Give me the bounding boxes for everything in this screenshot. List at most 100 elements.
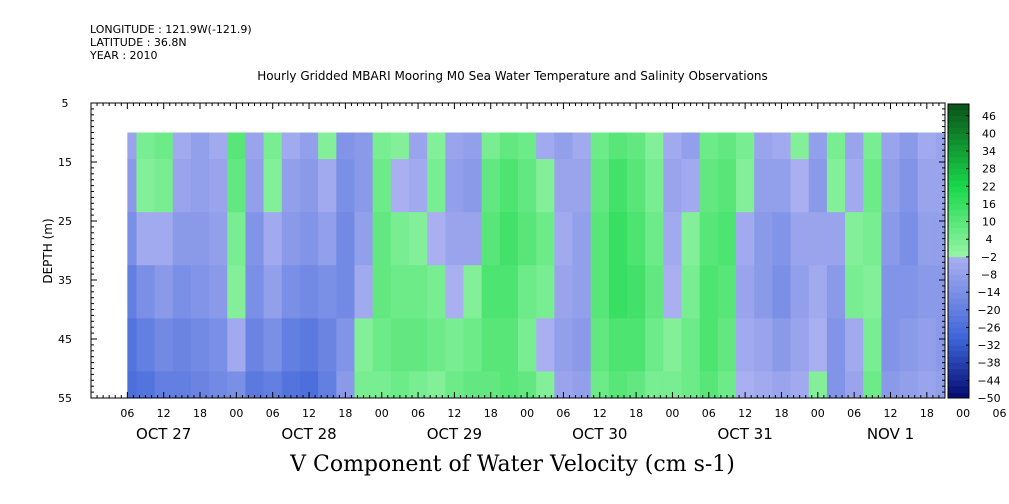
x-hour-tick-label: 06 [847,407,861,420]
heatmap-cells [127,132,946,399]
colorbar-swatch [948,321,969,328]
heatmap-cell [499,371,519,399]
heatmap-cell [318,159,337,213]
heatmap-cell [736,132,755,160]
heatmap-cell [754,265,773,319]
x-date-tick-label: OCT 30 [572,425,627,443]
heatmap-cell [372,265,392,319]
heatmap-cell [336,212,355,266]
heatmap-cell [627,371,646,399]
heatmap-cell [863,159,882,213]
heatmap-cell [590,159,610,213]
x-axis-ticks: 06 12 18 00 06 12 18 00 06 12 18 00 06 12 18 00 06 12 18 00… [90,103,1007,443]
heatmap-cell [336,371,355,399]
heatmap-cell [808,371,828,399]
colorbar-swatch [948,133,969,140]
colorbar-swatch [948,168,969,175]
heatmap-cell [554,132,573,160]
colorbar-swatch [948,362,969,369]
colorbar-swatch [948,350,969,358]
heatmap-cell [681,371,701,399]
colorbar-swatch [948,380,969,387]
heatmap-cell [935,212,946,266]
colorbar-swatch [948,151,969,158]
y-tick-label: 5 [62,97,69,110]
heatmap-cell [899,212,919,266]
heatmap-cell [845,371,864,399]
colorbar-tick-label: 10 [982,216,996,229]
x-hour-tick-label: 06 [120,407,134,420]
heatmap-cell [627,318,646,372]
heatmap-cell [572,132,592,160]
heatmap-cell [427,159,446,213]
heatmap-cell [754,318,773,372]
heatmap-cell [681,159,701,213]
heatmap-cell [881,212,900,266]
colorbar-swatch [948,339,969,346]
heatmap-cell [245,371,265,399]
heatmap-cell [190,132,210,160]
heatmap-cell [899,132,919,160]
colorbar-tick-label: 34 [982,145,996,158]
x-date-tick-label: OCT 27 [136,425,191,443]
heatmap-cell [127,265,137,319]
colorbar-swatch [948,115,969,122]
heatmap-cell [172,318,192,372]
heatmap-cell [172,371,192,399]
heatmap-cell [263,265,283,319]
colorbar-swatch [948,280,969,287]
heatmap-cell [190,212,210,266]
colorbar-swatch [948,192,969,199]
heatmap-cell [772,212,791,266]
heatmap-cell [318,371,337,399]
heatmap-cell [590,212,610,266]
x-axis-title: V Component of Water Velocity (cm s-1) [290,452,735,477]
heatmap-cell [263,159,283,213]
heatmap-cell [190,371,210,399]
x-hour-tick-label: 12 [447,407,461,420]
x-hour-tick-label: 00 [229,407,243,420]
heatmap-cell [209,265,228,319]
heatmap-cell [499,132,519,160]
colorbar-swatch [948,356,969,364]
heatmap-cell [917,265,937,319]
colorbar-swatch [948,233,969,240]
heatmap-cell [826,212,846,266]
colorbar-tick-label: −50 [977,392,1000,405]
heatmap-cell [608,132,628,160]
heatmap-cell [408,212,428,266]
heatmap-cell [281,159,301,213]
heatmap-cell [154,159,174,213]
heatmap-cell [917,159,937,213]
heatmap-cell [935,265,946,319]
heatmap-cell [499,212,519,266]
heatmap-cell [935,132,946,160]
colorbar-tick-label: 4 [986,233,993,246]
x-hour-tick-label: 06 [556,407,570,420]
x-hour-tick-label: 18 [774,407,788,420]
x-hour-tick-label: 06 [993,407,1007,420]
heatmap-cell [845,159,864,213]
heatmap-cell [554,371,573,399]
heatmap-cell [717,159,737,213]
heatmap-cell [736,212,755,266]
heatmap-cell [136,159,155,213]
heatmap-cell [935,159,946,213]
heatmap-cell [263,132,283,160]
heatmap-cell [281,318,301,372]
heatmap-cell [627,132,646,160]
colorbar-tick-label: 16 [982,198,996,211]
heatmap-cell [790,265,810,319]
heatmap-cell [590,265,610,319]
colorbar-swatch [948,127,969,134]
heatmap-cell [390,159,410,213]
x-hour-tick-label: 00 [375,407,389,420]
heatmap-cell [572,318,592,372]
heatmap-cell [427,318,446,372]
x-hour-tick-label: 12 [302,407,316,420]
heatmap-cell [463,371,483,399]
colorbar-swatch [948,221,969,228]
colorbar-tick-label: −26 [977,321,1000,334]
heatmap-cell [590,371,610,399]
heatmap-cell [245,159,265,213]
